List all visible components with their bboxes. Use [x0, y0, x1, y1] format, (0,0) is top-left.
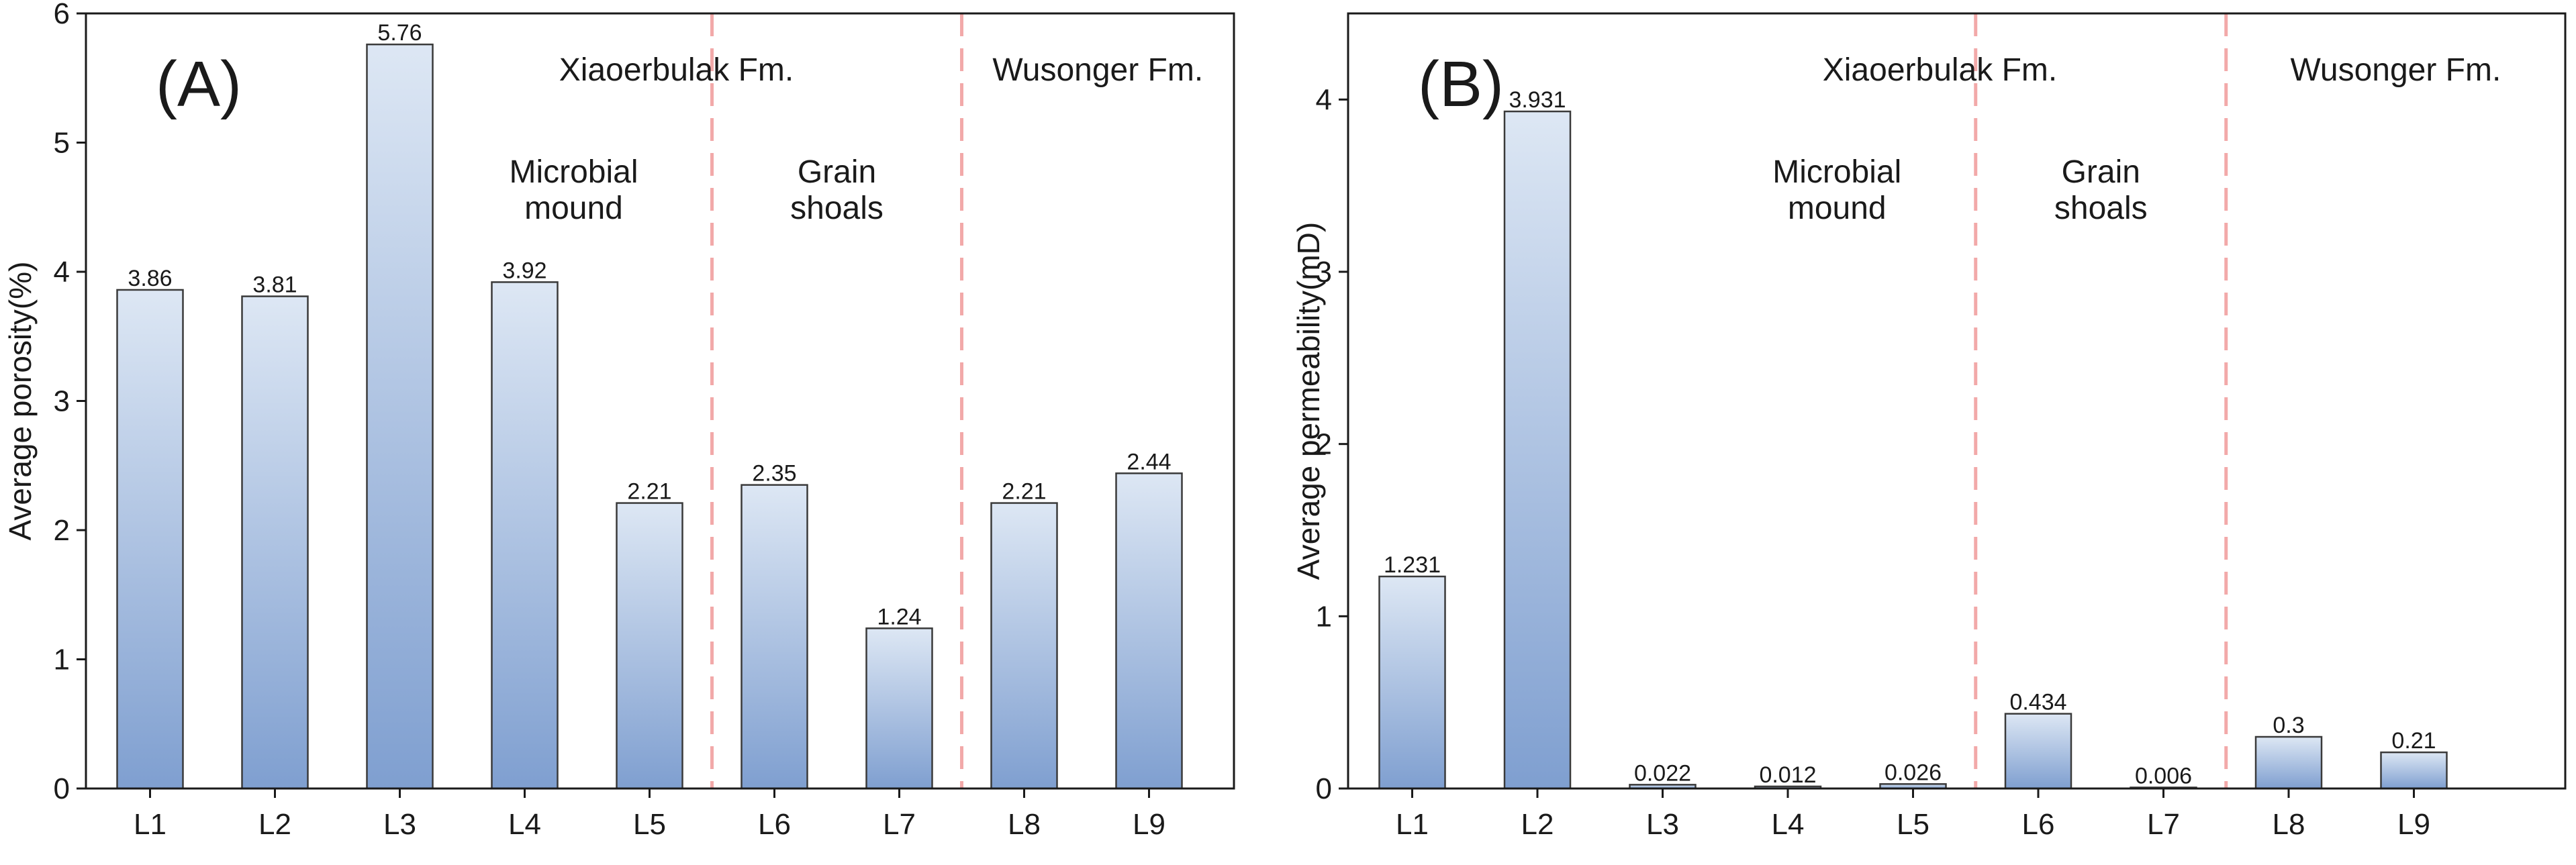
y-tick-label: 1 — [54, 644, 70, 676]
data-label: 0.3 — [2273, 713, 2304, 738]
bar — [2254, 735, 2323, 790]
y-tick-label: 5 — [54, 127, 70, 160]
data-label: 1.231 — [1384, 552, 1441, 578]
formation-label: Xiaoerbulak Fm. — [1823, 52, 2057, 88]
x-tick-label: L1 — [134, 808, 166, 841]
y-tick-label: 3 — [1316, 256, 1332, 289]
y-tick-label: 3 — [54, 385, 70, 418]
panel-label: (A) — [156, 48, 242, 120]
y-tick-label: 4 — [1316, 83, 1332, 116]
bar — [741, 484, 808, 790]
x-tick-label: L1 — [1396, 808, 1429, 841]
facies-label: shoals — [2054, 191, 2148, 226]
x-tick-label: L4 — [1772, 808, 1805, 841]
x-tick-label: L8 — [2273, 808, 2305, 841]
x-tick-label: L3 — [1646, 808, 1679, 841]
data-label: 3.86 — [128, 266, 172, 291]
x-tick-label: L7 — [2147, 808, 2180, 841]
plot-frame — [1347, 12, 2567, 790]
data-label: 0.006 — [2135, 763, 2192, 788]
facies-label: Microbial — [509, 154, 638, 190]
y-tick-label: 0 — [54, 772, 70, 805]
formation-label: Xiaoerbulak Fm. — [559, 52, 794, 88]
panel-a: 3.86 3.81 5.76 3.92 2.21 2.35 1.24 2.21 2.44 0 1 2 3… — [3, 0, 1235, 841]
data-label: 0.012 — [1759, 762, 1816, 788]
facies-label: mound — [1788, 191, 1887, 226]
data-label: 3.92 — [502, 258, 546, 283]
formation-label: Wusonger Fm. — [992, 52, 1203, 88]
bar — [990, 502, 1058, 790]
bar — [2004, 713, 2072, 790]
bar — [491, 281, 559, 790]
data-label: 3.931 — [1509, 87, 1566, 113]
bar — [616, 502, 683, 790]
y-tick-label: 4 — [54, 256, 70, 289]
data-label: 2.44 — [1127, 449, 1171, 474]
bar — [116, 289, 184, 790]
data-label: 2.21 — [1002, 479, 1046, 505]
x-tick-label: L9 — [1133, 808, 1165, 841]
data-label: 5.76 — [377, 20, 422, 46]
x-tick-label: L2 — [258, 808, 291, 841]
bar — [1503, 110, 1572, 790]
facies-label: shoals — [790, 191, 884, 226]
data-label: 2.35 — [752, 461, 796, 487]
data-label: 0.434 — [2009, 690, 2066, 715]
y-tick-label: 6 — [54, 0, 70, 30]
x-tick-label: L4 — [508, 808, 541, 841]
data-label: 1.24 — [877, 604, 921, 629]
facies-label: Microbial — [1772, 154, 1901, 190]
data-label: 2.21 — [627, 479, 671, 505]
x-tick-label: L2 — [1521, 808, 1554, 841]
x-tick-label: L7 — [883, 808, 916, 841]
facies-label: mound — [524, 191, 623, 226]
x-tick-label: L6 — [2022, 808, 2055, 841]
data-label: 0.21 — [2391, 728, 2436, 754]
panel-b: 1.231 3.931 0.022 0.012 0.026 0.434 0.006 0.3 0.… — [1291, 12, 2567, 841]
panel-label: (B) — [1418, 48, 1504, 120]
bar — [241, 295, 309, 790]
formation-label: Wusonger Fm. — [2290, 52, 2501, 88]
data-label: 0.022 — [1634, 760, 1691, 786]
bar — [865, 627, 933, 790]
y-axis-label: Average porosity(%) — [3, 262, 38, 541]
bar — [1378, 575, 1446, 790]
bar — [2380, 751, 2448, 790]
x-tick-label: L9 — [2397, 808, 2430, 841]
bar — [1115, 472, 1183, 790]
y-tick-label: 0 — [1316, 772, 1332, 805]
x-tick-label: L6 — [758, 808, 791, 841]
y-tick-label: 2 — [54, 514, 70, 547]
facies-label: Grain — [798, 154, 876, 190]
x-tick-label: L3 — [383, 808, 416, 841]
y-axis-label: Average permeability(mD) — [1291, 222, 1326, 580]
bar — [366, 43, 434, 790]
x-tick-label: L5 — [1897, 808, 1929, 841]
x-tick-label: L8 — [1008, 808, 1041, 841]
facies-label: Grain — [2062, 154, 2140, 190]
data-label: 3.81 — [252, 272, 297, 298]
y-tick-label: 1 — [1316, 600, 1332, 633]
data-label: 0.026 — [1885, 760, 1942, 785]
y-tick-label: 2 — [1316, 428, 1332, 461]
x-tick-label: L5 — [633, 808, 666, 841]
